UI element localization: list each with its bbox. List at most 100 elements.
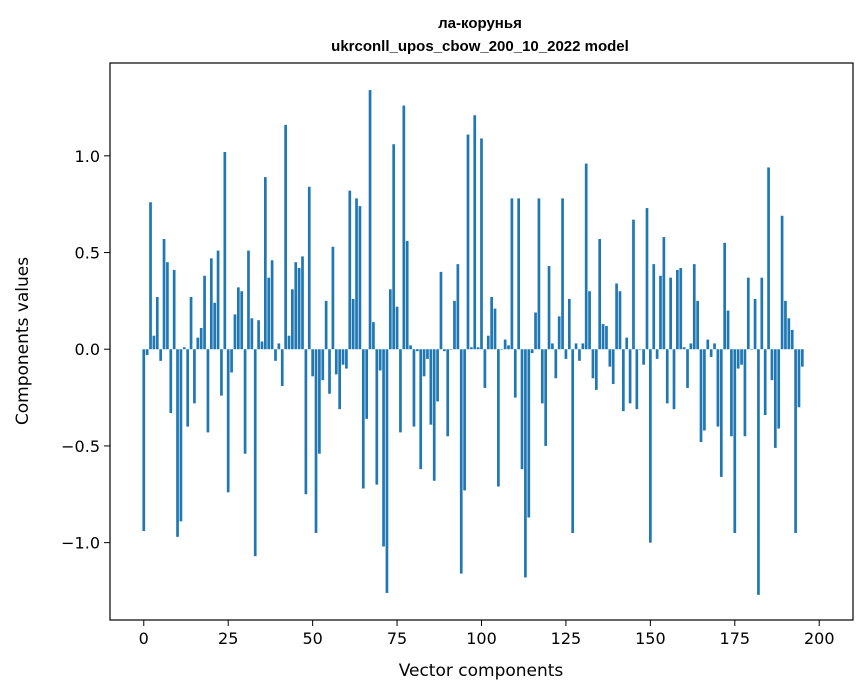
x-tick-label: 175	[720, 629, 751, 648]
x-tick-label: 25	[218, 629, 238, 648]
bar-154	[662, 237, 666, 350]
bar-176	[736, 349, 740, 369]
bar-58	[338, 349, 341, 410]
bar-107	[503, 339, 507, 350]
bar-165	[699, 349, 703, 443]
bar-168	[709, 349, 713, 357]
bar-135	[598, 239, 602, 350]
bar-63	[355, 198, 358, 350]
bar-25	[226, 349, 230, 493]
y-tick-label: −1.0	[61, 534, 100, 553]
bar-151	[652, 264, 656, 350]
bar-108	[507, 345, 510, 350]
bar-24	[223, 151, 227, 350]
x-tick-label: 0	[139, 629, 149, 648]
bar-0	[142, 349, 146, 532]
bar-114	[527, 349, 531, 518]
bar-39	[274, 349, 277, 361]
bar-113	[524, 349, 527, 578]
bar-120	[547, 266, 551, 350]
bar-94	[459, 349, 463, 574]
bar-139	[611, 349, 615, 385]
bar-36	[264, 177, 267, 350]
bar-76	[399, 349, 402, 433]
bar-146	[635, 349, 639, 410]
bar-140	[615, 283, 618, 350]
bar-105	[497, 349, 500, 487]
bar-175	[733, 349, 737, 533]
bar-77	[402, 105, 406, 350]
bar-100	[480, 138, 483, 350]
bar-68	[372, 322, 375, 350]
bar-37	[267, 277, 271, 350]
bar-118	[540, 349, 544, 404]
bar-195	[800, 349, 804, 367]
bar-153	[659, 275, 662, 350]
bar-60	[345, 349, 348, 369]
bar-50	[311, 349, 314, 377]
bar-47	[301, 256, 304, 350]
bar-46	[297, 268, 301, 350]
bar-189	[780, 215, 784, 350]
bar-147	[638, 349, 642, 350]
bar-84	[426, 349, 429, 359]
bar-159	[679, 268, 683, 350]
bar-106	[500, 349, 504, 350]
x-tick-label: 125	[551, 629, 582, 648]
bar-143	[625, 337, 629, 350]
bar-186	[770, 349, 774, 381]
bar-82	[419, 349, 423, 470]
bar-53	[321, 349, 325, 381]
x-tick-label: 75	[387, 629, 407, 648]
bar-62	[351, 298, 355, 350]
bar-103	[490, 297, 493, 350]
bar-90	[446, 349, 450, 437]
bar-93	[456, 264, 460, 350]
bar-38	[270, 260, 274, 350]
bar-14	[189, 297, 193, 350]
bar-184	[763, 349, 767, 415]
x-tick-label: 100	[466, 629, 497, 648]
bar-134	[594, 349, 598, 390]
bar-17	[199, 327, 203, 350]
chart-subtitle: ukrconll_upos_cbow_200_10_2022 model	[331, 38, 629, 55]
bar-129	[578, 349, 581, 361]
bar-34	[257, 320, 260, 350]
bar-112	[520, 349, 524, 470]
bar-182	[757, 349, 760, 595]
bar-80	[412, 349, 416, 427]
bar-56	[331, 246, 335, 350]
bar-45	[294, 262, 298, 350]
bar-132	[588, 291, 591, 350]
bar-8	[169, 349, 173, 414]
x-tick-label: 50	[302, 629, 322, 648]
bar-74	[392, 144, 396, 350]
bar-177	[740, 349, 743, 365]
bar-92	[453, 300, 456, 350]
bar-144	[628, 349, 632, 404]
bar-122	[554, 349, 558, 379]
bar-41	[280, 349, 284, 386]
bar-187	[773, 349, 777, 448]
bar-52	[318, 349, 321, 454]
bar-191	[787, 318, 791, 350]
bar-32	[250, 318, 254, 350]
bar-163	[692, 264, 696, 350]
bar-64	[358, 206, 362, 350]
bar-55	[328, 349, 331, 394]
bar-180	[750, 349, 754, 350]
bar-57	[334, 349, 338, 375]
bar-28	[236, 287, 240, 350]
bar-72	[385, 349, 389, 593]
bar-193	[794, 349, 797, 533]
bar-51	[314, 349, 318, 533]
bar-174	[730, 349, 733, 437]
bar-48	[304, 349, 308, 495]
bar-179	[746, 277, 750, 350]
bar-171	[719, 349, 723, 477]
bar-13	[186, 349, 190, 427]
bar-27	[233, 314, 237, 350]
bar-183	[760, 277, 764, 350]
bar-166	[703, 349, 706, 431]
